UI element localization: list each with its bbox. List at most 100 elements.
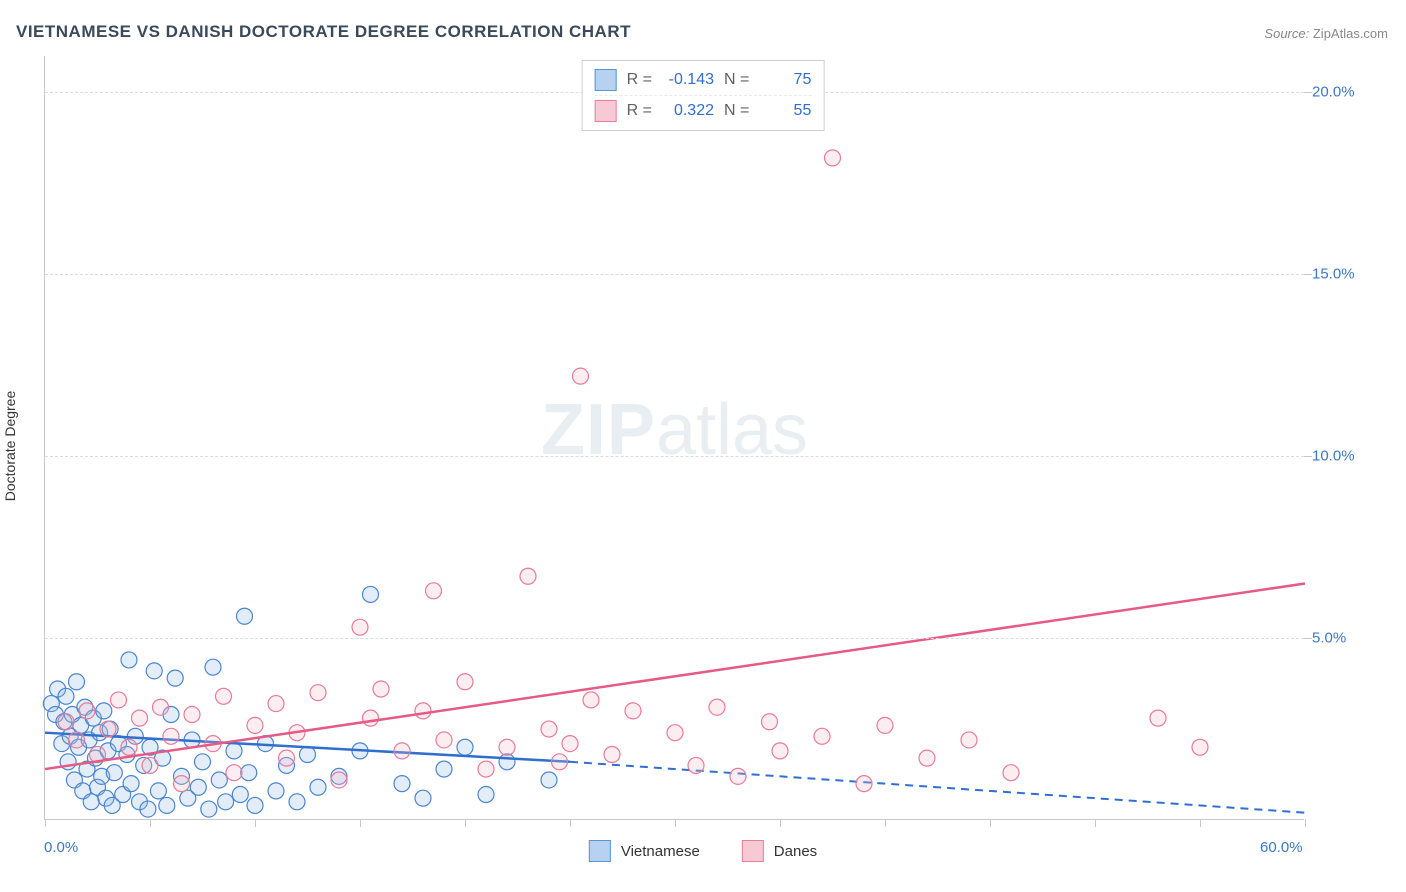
scatter-point-vietnamese — [541, 772, 557, 788]
scatter-point-danes — [142, 757, 158, 773]
scatter-point-vietnamese — [190, 779, 206, 795]
scatter-point-vietnamese — [289, 794, 305, 810]
scatter-point-vietnamese — [241, 765, 257, 781]
gridline-h — [45, 274, 1304, 275]
legend-swatch-vietnamese — [589, 840, 611, 862]
scatter-point-danes — [688, 757, 704, 773]
source-attribution: Source: ZipAtlas.com — [1264, 26, 1388, 41]
gridline-h — [45, 456, 1304, 457]
scatter-point-danes — [772, 743, 788, 759]
y-tick-label: 15.0% — [1312, 266, 1355, 283]
y-tick-label: 20.0% — [1312, 84, 1355, 101]
scatter-point-danes — [58, 714, 74, 730]
legend-swatch-danes — [742, 840, 764, 862]
scatter-point-vietnamese — [499, 754, 515, 770]
scatter-point-danes — [856, 776, 872, 792]
scatter-point-vietnamese — [218, 794, 234, 810]
y-tick-label: 10.0% — [1312, 448, 1355, 465]
scatter-point-danes — [1192, 739, 1208, 755]
scatter-point-danes — [457, 674, 473, 690]
tick-x — [990, 819, 991, 827]
scatter-point-danes — [352, 619, 368, 635]
scatter-point-vietnamese — [83, 794, 99, 810]
scatter-point-vietnamese — [58, 688, 74, 704]
legend-item-vietnamese: Vietnamese — [589, 840, 700, 862]
swatch-danes — [595, 100, 617, 122]
scatter-point-vietnamese — [436, 761, 452, 777]
scatter-point-danes — [184, 706, 200, 722]
scatter-point-vietnamese — [195, 754, 211, 770]
scatter-point-danes — [121, 739, 137, 755]
scatter-point-vietnamese — [211, 772, 227, 788]
scatter-point-danes — [415, 703, 431, 719]
scatter-point-danes — [268, 696, 284, 712]
scatter-point-vietnamese — [415, 790, 431, 806]
legend-bottom: Vietnamese Danes — [589, 840, 817, 862]
scatter-point-danes — [69, 732, 85, 748]
scatter-point-danes — [762, 714, 778, 730]
scatter-point-vietnamese — [106, 765, 122, 781]
tick-x — [255, 819, 256, 827]
legend-item-danes: Danes — [742, 840, 817, 862]
swatch-vietnamese — [595, 69, 617, 91]
tick-y — [1304, 92, 1312, 93]
scatter-point-danes — [394, 743, 410, 759]
scatter-point-danes — [436, 732, 452, 748]
r-group-vietnamese: R = -0.143 — [627, 71, 714, 89]
scatter-point-danes — [541, 721, 557, 737]
scatter-point-vietnamese — [300, 747, 316, 763]
plot-svg — [45, 56, 1304, 819]
stats-row-vietnamese: R = -0.143 N = 75 — [595, 67, 812, 93]
r-value: 0.322 — [658, 102, 714, 120]
tick-x — [360, 819, 361, 827]
plot-area: ZIPatlas — [44, 56, 1304, 820]
scatter-point-danes — [562, 736, 578, 752]
scatter-point-vietnamese — [96, 703, 112, 719]
scatter-point-vietnamese — [226, 743, 242, 759]
x-tick-label-right: 60.0% — [1260, 839, 1303, 856]
tick-x — [675, 819, 676, 827]
legend-label-danes: Danes — [774, 843, 817, 860]
scatter-point-danes — [919, 750, 935, 766]
scatter-point-vietnamese — [140, 801, 156, 817]
scatter-point-vietnamese — [247, 797, 263, 813]
tick-x — [465, 819, 466, 827]
scatter-point-danes — [604, 747, 620, 763]
tick-y — [1304, 456, 1312, 457]
scatter-point-vietnamese — [123, 776, 139, 792]
trendline-dashed-vietnamese — [570, 762, 1305, 813]
scatter-point-vietnamese — [146, 663, 162, 679]
scatter-point-danes — [247, 717, 263, 733]
chart-title: VIETNAMESE VS DANISH DOCTORATE DEGREE CO… — [16, 22, 631, 42]
n-value: 55 — [755, 102, 811, 120]
tick-x — [150, 819, 151, 827]
scatter-point-danes — [163, 728, 179, 744]
tick-x — [1200, 819, 1201, 827]
scatter-point-vietnamese — [478, 787, 494, 803]
scatter-point-danes — [730, 768, 746, 784]
tick-x — [1095, 819, 1096, 827]
scatter-point-danes — [667, 725, 683, 741]
n-label: N = — [724, 102, 749, 120]
scatter-point-danes — [1003, 765, 1019, 781]
tick-y — [1304, 638, 1312, 639]
tick-x — [45, 819, 46, 827]
scatter-point-vietnamese — [121, 652, 137, 668]
source-label: Source: — [1264, 26, 1309, 41]
n-group-danes: N = 55 — [724, 102, 811, 120]
scatter-point-vietnamese — [394, 776, 410, 792]
scatter-point-danes — [226, 765, 242, 781]
scatter-point-danes — [153, 699, 169, 715]
tick-x — [570, 819, 571, 827]
scatter-point-danes — [216, 688, 232, 704]
scatter-point-danes — [499, 739, 515, 755]
stats-legend-box: R = -0.143 N = 75 R = 0.322 N = 55 — [582, 60, 825, 131]
scatter-point-danes — [625, 703, 641, 719]
y-tick-label: 5.0% — [1312, 630, 1346, 647]
legend-label-vietnamese: Vietnamese — [621, 843, 700, 860]
scatter-point-danes — [111, 692, 127, 708]
r-value: -0.143 — [658, 71, 714, 89]
tick-y — [1304, 274, 1312, 275]
scatter-point-danes — [373, 681, 389, 697]
n-value: 75 — [755, 71, 811, 89]
